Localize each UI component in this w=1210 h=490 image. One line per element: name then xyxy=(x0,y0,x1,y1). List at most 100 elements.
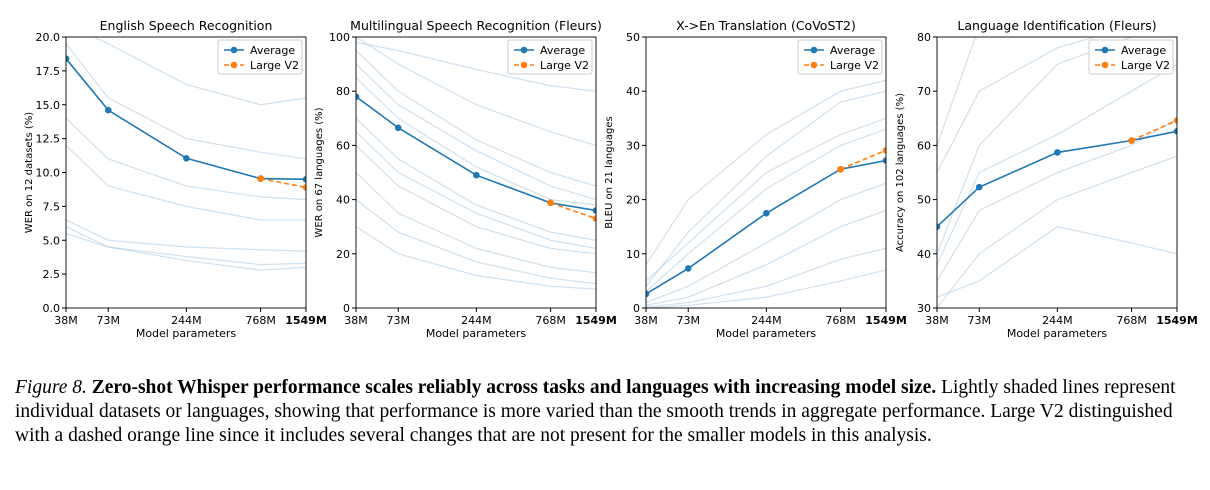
background-line xyxy=(66,226,306,266)
plot-area xyxy=(646,79,886,308)
x-tick-label: 768M xyxy=(825,314,856,327)
caption: Figure 8. Zero-shot Whisper performance … xyxy=(15,376,1200,448)
background-line xyxy=(937,37,1135,255)
y-axis-label: WER on 12 datasets (%) xyxy=(24,112,35,233)
series-line xyxy=(840,149,886,170)
x-tick-label: 768M xyxy=(1116,314,1147,327)
x-tick-label: 1549M xyxy=(575,314,617,327)
x-tick-label: 73M xyxy=(677,314,701,327)
series-line xyxy=(937,130,1177,228)
chart-title: Language Identification (Fleurs) xyxy=(957,18,1156,33)
x-tick-label: 1549M xyxy=(865,314,907,327)
caption-label: Figure 8. xyxy=(15,377,87,398)
y-tick-label: 30 xyxy=(917,302,931,315)
legend-label: Large V2 xyxy=(540,59,589,72)
background-line xyxy=(646,90,886,287)
background-line xyxy=(937,155,1177,308)
legend-box xyxy=(1088,39,1174,75)
y-tick-label: 40 xyxy=(336,194,350,207)
point xyxy=(356,93,360,100)
plot-area xyxy=(937,37,1177,308)
point xyxy=(592,215,596,222)
background-line xyxy=(356,37,596,146)
y-tick-label: 50 xyxy=(626,31,640,44)
y-tick-label: 0 xyxy=(343,302,350,315)
point xyxy=(1173,117,1177,124)
point xyxy=(975,183,983,191)
background-line xyxy=(356,63,596,201)
background-line xyxy=(356,50,596,187)
background-line xyxy=(66,232,306,271)
y-tick-label: 7.5 xyxy=(43,200,61,213)
y-tick-label: 10 xyxy=(626,248,640,261)
point xyxy=(763,209,770,217)
background-line xyxy=(356,41,596,92)
point xyxy=(1128,137,1135,144)
x-tick-label: 38M xyxy=(925,314,949,327)
y-axis-label: BLEU on 21 languages xyxy=(604,116,615,229)
chart-title: Multilingual Speech Recognition (Fleurs) xyxy=(350,18,602,33)
background-line xyxy=(356,172,596,274)
legend-marker xyxy=(1101,46,1109,54)
background-line xyxy=(646,247,886,308)
legend-box xyxy=(797,39,883,75)
background-line xyxy=(92,37,306,106)
point xyxy=(837,165,844,173)
y-tick-label: 80 xyxy=(917,31,931,44)
legend-label: Large V2 xyxy=(1121,59,1170,72)
legend-label: Average xyxy=(830,44,875,57)
y-axis-label: Accuracy on 102 languages (%) xyxy=(895,93,906,252)
legend-box xyxy=(217,39,303,75)
point xyxy=(104,106,112,114)
series-line xyxy=(1131,119,1177,142)
y-tick-label: 15.0 xyxy=(36,99,61,112)
x-tick-label: 768M xyxy=(245,314,276,327)
x-axis-label: Model parameters xyxy=(136,327,237,340)
y-tick-label: 30 xyxy=(626,139,640,152)
point xyxy=(257,175,264,182)
background-line xyxy=(66,117,306,201)
legend-marker xyxy=(230,61,238,69)
y-tick-label: 10.0 xyxy=(36,167,61,180)
legend-marker xyxy=(520,61,528,69)
background-line xyxy=(937,37,1097,173)
axes-frame xyxy=(65,36,307,309)
background-line xyxy=(937,63,1177,265)
y-tick-label: 70 xyxy=(917,85,931,98)
point xyxy=(1054,149,1061,156)
point xyxy=(592,207,596,214)
y-tick-label: 0 xyxy=(633,302,640,315)
background-line xyxy=(356,77,596,206)
y-tick-label: 60 xyxy=(336,139,350,152)
figure: 0.0 2.5 5.0 7.5 10.0 12.5 15.0 17.5 20.0 38M 73M 24… xyxy=(24,18,1198,340)
y-tick-label: 60 xyxy=(917,139,931,152)
x-axis-label: Model parameters xyxy=(1007,327,1108,340)
background-line xyxy=(937,226,1177,298)
y-tick-label: 40 xyxy=(917,248,931,261)
y-tick-label: 40 xyxy=(626,85,640,98)
legend-box xyxy=(507,39,593,75)
point xyxy=(937,223,941,230)
x-tick-label: 244M xyxy=(171,314,202,327)
background-line xyxy=(646,182,886,304)
x-tick-label: 73M xyxy=(97,314,121,327)
point xyxy=(547,199,554,207)
plot-area xyxy=(66,37,306,271)
legend-marker xyxy=(230,46,238,54)
point xyxy=(473,171,480,179)
x-tick-label: 73M xyxy=(387,314,411,327)
background-line xyxy=(356,199,596,285)
y-tick-label: 0.0 xyxy=(43,302,61,315)
x-tick-label: 1549M xyxy=(1156,314,1198,327)
legend-label: Large V2 xyxy=(830,59,879,72)
background-line xyxy=(66,144,306,221)
x-tick-label: 38M xyxy=(634,314,658,327)
legend-label: Average xyxy=(540,44,585,57)
y-tick-label: 80 xyxy=(336,85,350,98)
plot-area xyxy=(356,37,596,290)
point xyxy=(646,290,650,298)
background-line xyxy=(646,269,886,308)
point xyxy=(394,124,402,132)
y-tick-label: 12.5 xyxy=(36,133,61,146)
